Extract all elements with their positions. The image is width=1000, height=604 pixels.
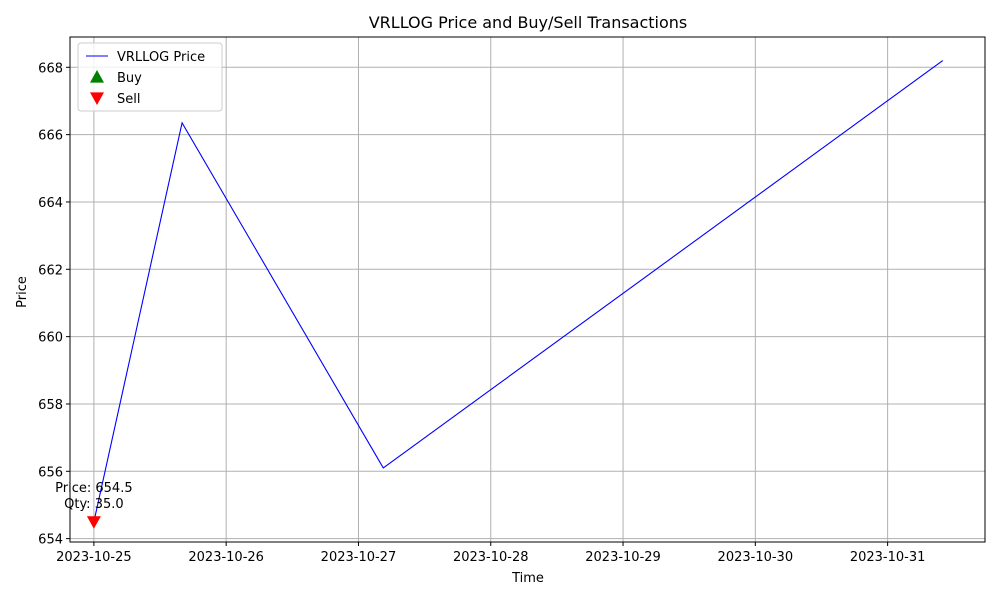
y-tick-label: 656 bbox=[38, 465, 63, 480]
legend: VRLLOG Price Buy Sell bbox=[77, 42, 223, 112]
y-tick-label: 662 bbox=[38, 263, 63, 278]
y-tick-label: 668 bbox=[38, 61, 63, 76]
y-tick-label: 660 bbox=[38, 331, 63, 346]
marker-layer bbox=[86, 516, 101, 529]
y-tick-label: 666 bbox=[38, 129, 63, 144]
chart-title: VRLLOG Price and Buy/Sell Transactions bbox=[369, 13, 688, 32]
sell-marker bbox=[86, 516, 101, 529]
grid bbox=[70, 37, 985, 542]
x-tick-label: 2023-10-30 bbox=[718, 550, 794, 565]
legend-label: Buy bbox=[117, 71, 142, 86]
y-axis-label: Price bbox=[15, 276, 30, 308]
legend-label: Sell bbox=[117, 92, 140, 107]
y-tick-label: 654 bbox=[38, 533, 63, 548]
annotation-line: Price: 654.5 bbox=[55, 481, 132, 496]
x-tick-label: 2023-10-29 bbox=[585, 550, 661, 565]
legend-sell-swatch bbox=[90, 92, 104, 105]
legend-buy-swatch bbox=[90, 70, 104, 83]
y-axis-ticks: 654 656 658 660 662 664 666 668 bbox=[38, 61, 70, 548]
series-layer bbox=[93, 60, 944, 522]
legend-box bbox=[77, 42, 223, 112]
x-tick-label: 2023-10-28 bbox=[453, 550, 529, 565]
legend-label: VRLLOG Price bbox=[117, 50, 205, 65]
y-tick-label: 658 bbox=[38, 398, 63, 413]
x-tick-label: 2023-10-31 bbox=[850, 550, 926, 565]
x-tick-label: 2023-10-27 bbox=[321, 550, 397, 565]
plot-frame bbox=[69, 36, 986, 543]
x-tick-label: 2023-10-25 bbox=[56, 550, 132, 565]
price-line bbox=[93, 60, 944, 522]
x-axis-label: Time bbox=[511, 571, 544, 586]
x-axis-ticks: 2023-10-25 2023-10-26 2023-10-27 2023-10-28… bbox=[56, 542, 925, 565]
y-tick-label: 664 bbox=[38, 196, 63, 211]
x-tick-label: 2023-10-26 bbox=[188, 550, 264, 565]
annotation-line: Qty: 35.0 bbox=[64, 497, 124, 512]
